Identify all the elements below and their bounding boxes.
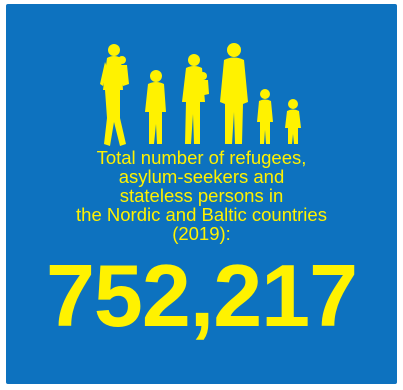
adult-carrying-child-figure <box>100 44 129 146</box>
family-silhouettes-icon <box>100 43 301 146</box>
caption-line: Total number of refugees, <box>96 147 307 168</box>
caption: Total number of refugees, asylum-seekers… <box>6 148 397 243</box>
child-figure <box>145 70 166 144</box>
infographic-card: Total number of refugees, asylum-seekers… <box>6 4 397 384</box>
caption-line: (2019): <box>172 223 231 244</box>
child-figure <box>257 89 273 144</box>
toddler-figure <box>285 99 301 144</box>
adult-with-baby-figure <box>182 54 209 144</box>
adult-figure <box>220 43 248 144</box>
caption-line: stateless persons in <box>119 185 284 206</box>
caption-line: asylum-seekers and <box>118 166 285 187</box>
total-count-value: 752,217 <box>45 246 358 345</box>
caption-line: the Nordic and Baltic countries <box>76 204 327 225</box>
